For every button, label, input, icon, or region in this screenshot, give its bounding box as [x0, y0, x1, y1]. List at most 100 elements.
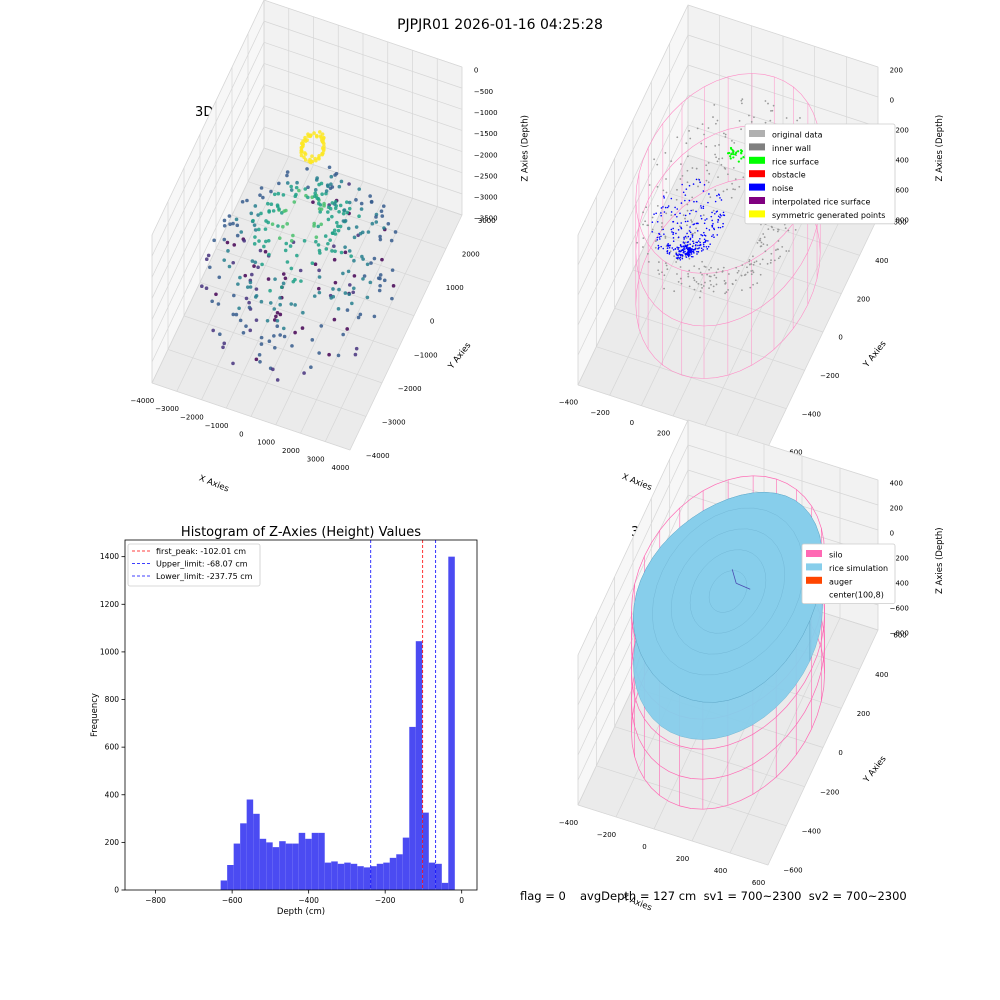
data-point — [238, 318, 243, 323]
noise-point — [672, 240, 675, 243]
original-point — [697, 282, 700, 285]
grid-line — [263, 105, 463, 174]
legend-label: silo — [829, 551, 843, 560]
noise-point — [685, 247, 688, 250]
data-point — [380, 214, 385, 218]
grid-line — [596, 765, 787, 827]
data-point — [311, 200, 315, 204]
histogram-bar — [376, 863, 384, 890]
data-point — [257, 353, 262, 357]
data-point — [329, 182, 333, 186]
original-point — [693, 265, 696, 268]
grid-line — [263, 63, 463, 131]
data-point — [222, 223, 227, 228]
original-point — [712, 116, 714, 118]
histogram-bar — [415, 641, 423, 890]
noise-point — [702, 249, 704, 251]
x-tick-label: 4000 — [331, 464, 349, 472]
noise-point — [675, 232, 677, 235]
data-point — [289, 238, 294, 243]
data-point — [289, 184, 293, 189]
data-point — [333, 232, 338, 236]
y-tick-label: 600 — [893, 632, 906, 640]
original-point — [664, 235, 667, 238]
original-point — [688, 285, 691, 288]
noise-point — [672, 233, 674, 236]
data-point — [358, 231, 363, 236]
data-point — [267, 209, 271, 213]
data-point — [266, 239, 271, 243]
noise-point — [679, 259, 682, 261]
noise-point — [719, 216, 721, 219]
original-point — [657, 269, 660, 272]
original-point — [673, 290, 676, 293]
data-point — [332, 244, 336, 249]
x-axis-label: X Axies — [620, 472, 653, 493]
noise-point — [689, 251, 692, 254]
grid-line — [669, 193, 860, 256]
data-point — [347, 249, 352, 253]
data-point — [328, 206, 333, 211]
z-tick-label: 0 — [890, 96, 894, 104]
original-point — [654, 240, 657, 242]
grid-line — [263, 147, 463, 216]
data-point — [314, 235, 319, 239]
noise-point — [682, 251, 685, 254]
x-tick-label: −400 — [298, 896, 319, 905]
data-point — [381, 204, 386, 208]
original-point — [687, 155, 689, 158]
original-point — [690, 219, 693, 222]
data-point — [273, 277, 277, 281]
data-point — [331, 287, 335, 291]
original-point — [648, 184, 651, 186]
data-point — [272, 334, 276, 338]
original-point — [725, 291, 728, 293]
original-point — [664, 237, 667, 239]
data-point — [328, 238, 332, 242]
noise-point — [712, 234, 714, 236]
original-point — [750, 121, 753, 123]
noise-point — [697, 250, 700, 253]
noise-point — [700, 207, 703, 209]
noise-point — [666, 206, 669, 209]
data-point — [320, 192, 324, 196]
original-point — [699, 290, 702, 292]
grid-line — [577, 64, 689, 296]
data-point — [346, 269, 351, 274]
data-point — [345, 308, 350, 312]
original-point — [689, 137, 692, 140]
grid-line — [614, 308, 805, 371]
noise-point — [656, 236, 659, 239]
data-point — [294, 185, 299, 190]
original-point — [703, 265, 706, 268]
data-point — [261, 195, 265, 200]
noise-point — [700, 205, 702, 207]
data-point — [300, 326, 305, 330]
histogram-bar — [318, 832, 325, 890]
legend-label: obstacle — [772, 171, 806, 180]
data-point — [365, 262, 370, 267]
legend-label: symmetric generated points — [772, 211, 885, 220]
y-axis-label: Y Axies — [861, 339, 889, 371]
z-tick-label: −800 — [890, 216, 909, 224]
noise-point — [676, 208, 679, 210]
panel-simulation: 3D simulation of Silo Interior−400−20002… — [559, 419, 945, 914]
data-point — [231, 221, 235, 226]
noise-point — [680, 222, 683, 224]
data-point — [243, 273, 248, 278]
noise-point — [689, 247, 692, 250]
original-point — [705, 164, 708, 167]
grid-line — [577, 419, 689, 656]
data-point — [319, 181, 324, 186]
original-point — [762, 243, 765, 246]
noise-point — [682, 191, 685, 194]
original-point — [762, 233, 765, 235]
noise-point — [695, 241, 697, 244]
noise-point — [688, 199, 691, 202]
noise-point — [716, 234, 719, 236]
noise-point — [688, 184, 691, 187]
noise-point — [686, 232, 688, 235]
data-point — [303, 152, 308, 156]
noise-point — [716, 194, 718, 197]
histogram-bar — [357, 866, 364, 890]
